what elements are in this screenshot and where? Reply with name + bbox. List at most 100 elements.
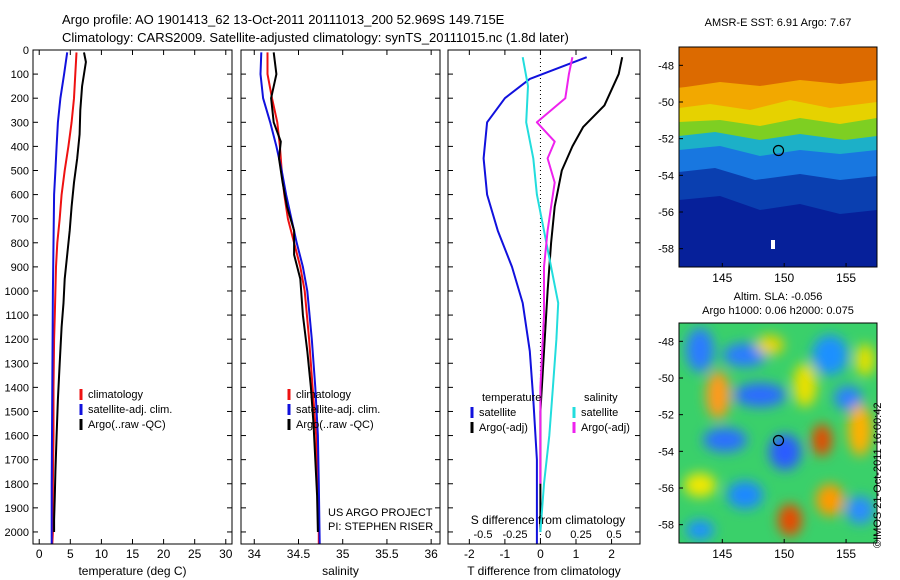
map-x-tick-label: 155 (836, 547, 856, 561)
difference-from-climatology-panel: -2 -1 0 1 2 T difference from climatology temp… (447, 49, 641, 578)
map-y-tick-label: -50 (658, 97, 674, 109)
y-tick-label: 1700 (5, 455, 29, 467)
series-line-1 (259, 52, 321, 545)
legend-header: temperature (482, 392, 541, 404)
y-tick-label: 0 (23, 45, 29, 57)
x-tick-label: 34 (248, 547, 262, 561)
y-tick-label: 300 (11, 117, 29, 129)
x-tick-label: 10 (95, 547, 109, 561)
x-tick-label: 35.5 (375, 547, 399, 561)
map-x-tick-label: 145 (712, 547, 732, 561)
x-tick-label: 2 (608, 547, 615, 561)
map-y-tick-label: -56 (658, 483, 674, 495)
series-line-2 (521, 57, 560, 533)
copyright-note: ©IMOS 21-Oct-2011 16:00:42 (872, 402, 884, 548)
plot-frame (32, 49, 233, 545)
credit-project: US ARGO PROJECT (328, 507, 433, 519)
legend-label: Argo(..raw -QC) (296, 419, 374, 431)
legend-label: satellite-adj. clim. (296, 404, 380, 416)
y-tick-label: 1300 (5, 358, 29, 370)
series-line-3 (535, 56, 574, 484)
sla-map-frame (678, 322, 878, 544)
legend-label: climatology (88, 389, 144, 401)
legend-label: climatology (296, 389, 352, 401)
legend-label: Argo(..raw -QC) (88, 419, 166, 431)
map-y-tick-label: -56 (658, 207, 674, 219)
x-tick-label: 34.5 (287, 547, 311, 561)
sla-argo-location-marker (772, 434, 785, 447)
x-axis-label-secondary: S difference from climatology (471, 513, 626, 527)
y-tick-label: 500 (11, 165, 29, 177)
x-tick-label: 25 (188, 547, 202, 561)
x-tick-label: 1 (573, 547, 580, 561)
series-line-1 (50, 52, 69, 544)
y-tick-label: 1100 (5, 310, 29, 322)
secondary-tick-label: -0.25 (502, 529, 527, 541)
x-axis-label: temperature (deg C) (78, 564, 186, 578)
sst-map-axes: 145 150 155 -48 -50 -52 -54 -56 -58 (658, 60, 856, 285)
figure-title-line2: Climatology: CARS2009. Satellite-adjuste… (62, 30, 569, 45)
sla-map-title: Altim. SLA: -0.056 (734, 291, 823, 303)
sla-map-axes: 145 150 155 -48 -50 -52 -54 -56 -58 (658, 336, 856, 561)
series-line-0 (51, 52, 78, 545)
x-tick-label: -1 (500, 547, 511, 561)
credit-pi: PI: STEPHEN RISER (328, 521, 433, 533)
map-y-tick-label: -50 (658, 373, 674, 385)
temperature-profile-panel: 0 5 10 15 20 25 300100200300400500600700800900… (5, 45, 233, 578)
x-tick-label: 5 (67, 547, 74, 561)
x-tick-label: 30 (219, 547, 233, 561)
secondary-tick-label: 0 (545, 529, 551, 541)
y-tick-label: 1500 (5, 406, 29, 418)
y-tick-label: 400 (11, 141, 29, 153)
series-line-2 (270, 52, 319, 533)
sla-map-subtitle: Argo h1000: 0.06 h2000: 0.075 (702, 305, 854, 317)
y-tick-label: 700 (11, 214, 29, 226)
map-x-tick-label: 145 (712, 271, 732, 285)
sst-map-image (679, 47, 877, 267)
legend-label: Argo(-adj) (581, 422, 630, 434)
sst-argo-location-marker (772, 144, 785, 157)
y-tick-label: 800 (11, 238, 29, 250)
map-y-tick-label: -54 (658, 170, 674, 182)
map-y-tick-label: -52 (658, 134, 674, 146)
y-tick-label: 600 (11, 190, 29, 202)
sla-map-image (679, 323, 877, 543)
map-y-tick-label: -52 (658, 410, 674, 422)
legend-label: satellite (581, 407, 618, 419)
x-tick-label: 0 (537, 547, 544, 561)
secondary-tick-label: 0.5 (606, 529, 621, 541)
y-tick-label: 900 (11, 262, 29, 274)
figure-title-line1: Argo profile: AO 1901413_62 13-Oct-2011 … (62, 12, 505, 27)
sst-map-frame (678, 46, 878, 268)
y-tick-label: 1800 (5, 479, 29, 491)
legend-label: satellite-adj. clim. (88, 404, 172, 416)
plot-frame (447, 49, 641, 545)
legend-label: Argo(-adj) (479, 422, 528, 434)
y-tick-label: 1600 (5, 431, 29, 443)
secondary-tick-label: -0.5 (474, 529, 493, 541)
x-tick-label: 35 (336, 547, 350, 561)
x-axis-label: T difference from climatology (467, 564, 621, 578)
map-y-tick-label: -58 (658, 520, 674, 532)
map-y-tick-label: -48 (658, 336, 674, 348)
secondary-tick-label: 0.25 (570, 529, 591, 541)
y-tick-label: 1200 (5, 334, 29, 346)
legend-header: salinity (584, 392, 618, 404)
map-x-tick-label: 155 (836, 271, 856, 285)
legend-label: satellite (479, 407, 516, 419)
series-line-0 (482, 56, 588, 544)
x-tick-label: 20 (157, 547, 171, 561)
y-tick-label: 100 (11, 69, 29, 81)
y-tick-label: 1400 (5, 382, 29, 394)
map-y-tick-label: -58 (658, 244, 674, 256)
plot-frame (240, 49, 441, 545)
map-x-tick-label: 150 (774, 547, 794, 561)
x-axis-label: salinity (322, 564, 359, 578)
x-tick-label: -2 (464, 547, 475, 561)
map-y-tick-label: -48 (658, 60, 674, 72)
series-line-1 (539, 56, 624, 532)
y-tick-label: 2000 (5, 527, 29, 539)
y-tick-label: 1000 (5, 286, 29, 298)
x-tick-label: 0 (36, 547, 43, 561)
sst-map-title: AMSR-E SST: 6.91 Argo: 7.67 (705, 17, 852, 29)
